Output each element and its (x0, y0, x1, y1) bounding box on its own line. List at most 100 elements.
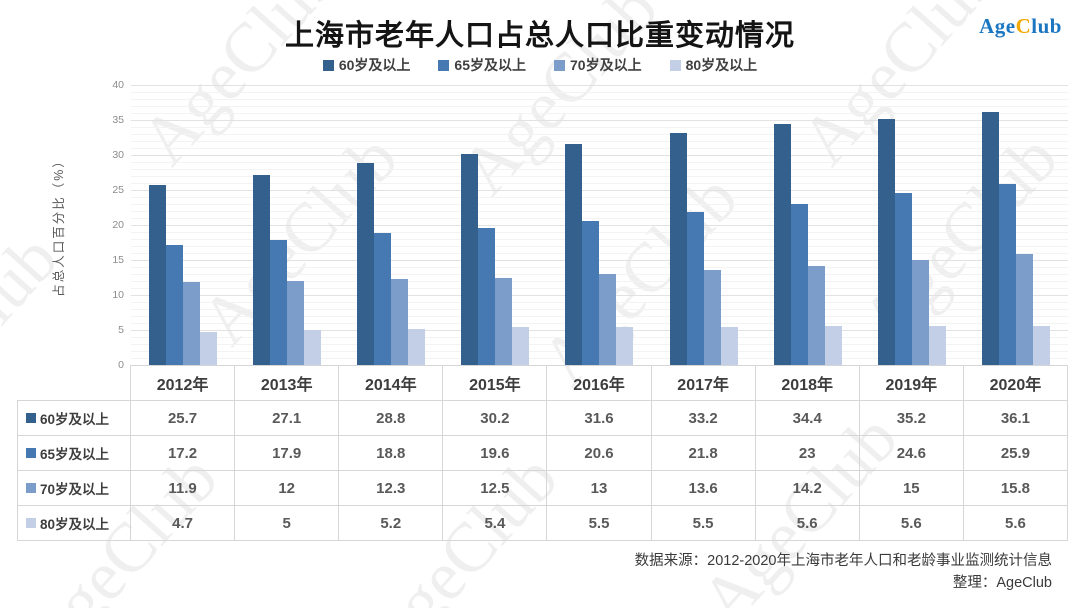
bar (357, 163, 375, 365)
table-header-cell: 2015年 (443, 365, 548, 401)
row-swatch (26, 518, 36, 528)
bar (824, 325, 842, 365)
y-tick-label: 5 (118, 324, 124, 336)
bar (166, 244, 184, 365)
legend-item: 80岁及以上 (669, 55, 757, 75)
table-cell: 5.4 (443, 506, 548, 541)
bar (461, 153, 479, 365)
y-tick-label: 30 (112, 149, 124, 161)
table-header-cell: 2012年 (131, 365, 236, 401)
logo-part-lub: lub (1031, 14, 1062, 38)
row-label-text: 60岁及以上 (40, 412, 110, 427)
legend-swatch (669, 59, 681, 71)
bar (582, 220, 600, 365)
table-header-cell: 2017年 (651, 365, 756, 401)
bar (669, 132, 687, 365)
table-cell: 12.5 (443, 471, 548, 506)
table-cell: 5 (235, 506, 340, 541)
bar (981, 112, 999, 365)
bar (408, 328, 426, 365)
legend-label: 60岁及以上 (338, 57, 411, 73)
row-swatch (26, 483, 36, 493)
table-header-cell: 2019年 (859, 365, 964, 401)
legend-item: 65岁及以上 (438, 55, 526, 75)
y-tick-label: 25 (112, 184, 124, 196)
table-cell: 5.6 (963, 506, 1068, 541)
bar (287, 281, 305, 365)
table-cell: 34.4 (755, 401, 860, 436)
bar (616, 326, 634, 365)
table-cell: 33.2 (651, 401, 756, 436)
table-cell: 23 (755, 436, 860, 471)
bar-group (964, 85, 1068, 365)
table-cell: 14.2 (755, 471, 860, 506)
y-axis-title: 占总人口百分比（%） (52, 153, 66, 297)
table-cell: 28.8 (339, 401, 444, 436)
table-cell: 12 (235, 471, 340, 506)
bar (253, 175, 271, 365)
table-cell: 13.6 (651, 471, 756, 506)
bar (495, 277, 513, 365)
bar-group (131, 85, 235, 365)
table-cell: 18.8 (339, 436, 444, 471)
table-cell: 25.9 (963, 436, 1068, 471)
row-swatch (26, 448, 36, 458)
page-title: 上海市老年人口占总人口比重变动情况 (284, 20, 795, 52)
bar (911, 260, 929, 365)
legend-swatch (438, 59, 450, 71)
table-cell: 36.1 (963, 401, 1068, 436)
y-tick-label: 35 (112, 114, 124, 126)
bar-group (756, 85, 860, 365)
bar (686, 212, 704, 365)
row-swatch (26, 413, 36, 423)
logo-part-age: Age (979, 14, 1016, 38)
table-header-cell: 2013年 (235, 365, 340, 401)
bar-group (443, 85, 547, 365)
bar (565, 143, 583, 365)
bar-group (339, 85, 443, 365)
bar (599, 274, 617, 365)
row-label-text: 65岁及以上 (40, 447, 110, 462)
y-tick-label: 40 (112, 79, 124, 91)
data-table: 2012年 2013年 2014年 2015年 2016年 2017年 2018年 2019年… (17, 365, 1068, 541)
table-header-cell: 2020年 (963, 365, 1068, 401)
bar (1032, 325, 1050, 365)
legend-label: 70岁及以上 (570, 57, 642, 73)
table-cell: 15.8 (963, 471, 1068, 506)
bar (773, 124, 791, 365)
table-cell: 20.6 (547, 436, 652, 471)
table-cell: 5.6 (859, 506, 964, 541)
table-cell: 25.7 (131, 401, 236, 436)
y-tick-label: 15 (112, 254, 124, 266)
table-cell: 5.6 (755, 506, 860, 541)
bar (877, 118, 895, 365)
table-cell: 30.2 (443, 401, 548, 436)
table-cell: 21.8 (651, 436, 756, 471)
bar (703, 269, 721, 365)
footer-source: 数据来源：2012-2020年上海市老年人口和老龄事业监测统计信息 (634, 553, 1052, 569)
bar (790, 204, 808, 365)
table-cell: 19.6 (443, 436, 548, 471)
table-cell: 4.7 (131, 506, 236, 541)
legend: 60岁及以上 65岁及以上 70岁及以上 80岁及以上 (0, 55, 1080, 75)
table-row-label: 70岁及以上 (17, 471, 131, 506)
bar (478, 227, 496, 365)
row-label-text: 70岁及以上 (40, 482, 110, 497)
table-row-label: 60岁及以上 (17, 401, 131, 436)
legend-item: 70岁及以上 (554, 55, 642, 75)
ageclub-logo: AgeClub (979, 14, 1062, 39)
bar (512, 327, 530, 365)
table-cell: 5.2 (339, 506, 444, 541)
bar-group (860, 85, 964, 365)
bar (270, 239, 288, 365)
table-cell: 35.2 (859, 401, 964, 436)
footer-credit: 整理：AgeClub (952, 575, 1052, 591)
logo-part-c: C (1015, 14, 1032, 38)
bar (304, 330, 322, 365)
bar (149, 185, 167, 365)
y-tick-label: 0 (118, 359, 124, 371)
y-tick-label: 20 (112, 219, 124, 231)
bar-group (652, 85, 756, 365)
legend-swatch (554, 59, 565, 71)
table-cell: 31.6 (547, 401, 652, 436)
